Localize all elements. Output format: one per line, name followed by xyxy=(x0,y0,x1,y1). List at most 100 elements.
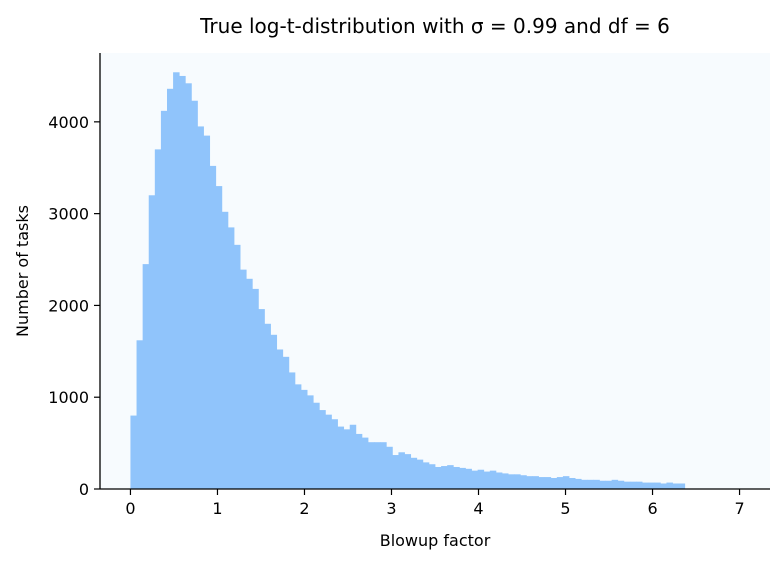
histogram-bar xyxy=(160,110,168,489)
histogram-bar xyxy=(173,72,180,489)
histogram-bar xyxy=(569,477,576,489)
histogram-bar xyxy=(660,483,667,489)
histogram-bar xyxy=(276,349,284,489)
histogram-bar xyxy=(380,442,387,489)
histogram-bar xyxy=(148,195,156,489)
histogram-bar xyxy=(240,269,247,489)
histogram-bar xyxy=(648,482,655,489)
histogram-bar xyxy=(447,465,454,489)
histogram-bar xyxy=(301,389,308,489)
histogram-bar xyxy=(167,88,174,490)
x-ticks-group: 0 1 2 3 4 5 6 7 xyxy=(125,489,745,518)
histogram-bar xyxy=(355,433,363,489)
histogram-bar xyxy=(361,437,369,489)
histogram-bar xyxy=(422,462,430,489)
histogram-bar xyxy=(520,475,527,489)
histogram-bar xyxy=(617,480,625,489)
histogram-bar xyxy=(514,474,521,489)
histogram-bar xyxy=(678,483,686,489)
histogram-bar xyxy=(270,334,278,489)
histogram-bar xyxy=(288,372,296,489)
histogram-bar xyxy=(319,410,326,489)
histogram-bar xyxy=(294,384,302,489)
histogram-bar xyxy=(575,478,582,489)
histogram-bar xyxy=(471,470,479,489)
histogram-bar xyxy=(197,126,204,490)
histogram-bar xyxy=(593,479,600,489)
histogram-bar xyxy=(508,474,515,489)
histogram-bar xyxy=(374,442,381,489)
histogram-bar xyxy=(221,211,229,490)
histogram-bar xyxy=(136,340,144,489)
histogram-bar xyxy=(465,468,472,489)
y-tick-label: 2000 xyxy=(48,296,89,315)
histogram-bar xyxy=(246,278,253,489)
histogram-bar xyxy=(605,480,613,489)
histogram-bar xyxy=(495,472,503,489)
x-tick-label: 4 xyxy=(473,499,483,518)
x-tick-label: 7 xyxy=(734,499,744,518)
y-ticks-group: 0 1000 2000 3000 4000 xyxy=(48,113,100,499)
histogram-bar xyxy=(623,481,631,489)
histogram-bar xyxy=(142,264,150,489)
histogram-bar xyxy=(410,457,418,489)
y-tick-label: 3000 xyxy=(48,205,89,224)
histogram-bar xyxy=(666,482,673,489)
histogram-bar xyxy=(587,479,594,489)
histogram-bar xyxy=(502,473,509,489)
histogram-bar xyxy=(386,446,393,489)
x-tick-label: 0 xyxy=(125,499,135,518)
histogram-bar xyxy=(349,424,357,489)
histogram-bar xyxy=(331,419,338,489)
histogram-bar xyxy=(556,477,564,489)
x-tick-label: 1 xyxy=(212,499,222,518)
histogram-bar xyxy=(672,483,680,489)
histogram-bar xyxy=(307,395,314,489)
histogram-bar xyxy=(581,479,588,489)
x-tick-label: 6 xyxy=(647,499,657,518)
histogram-bar xyxy=(483,471,491,489)
y-tick-label: 4000 xyxy=(48,113,89,132)
y-tick-label: 1000 xyxy=(48,388,89,407)
histogram-bar xyxy=(252,288,259,489)
histogram-bar xyxy=(215,186,223,489)
x-tick-label: 3 xyxy=(386,499,396,518)
x-axis-label: Blowup factor xyxy=(380,531,491,550)
histogram-bar xyxy=(191,100,198,489)
histogram-bar xyxy=(130,415,137,489)
histogram-bar xyxy=(599,480,606,489)
histogram-bar xyxy=(459,467,466,489)
histogram-bar xyxy=(313,402,320,489)
histogram-bar xyxy=(562,476,570,489)
bars-group xyxy=(130,72,686,490)
x-tick-label: 5 xyxy=(560,499,570,518)
y-axis-label: Number of tasks xyxy=(13,205,32,337)
histogram-bar xyxy=(477,469,485,489)
histogram-bar xyxy=(416,459,424,489)
histogram-bar xyxy=(398,452,405,489)
histogram-bar xyxy=(185,83,192,489)
x-tick-label: 2 xyxy=(299,499,309,518)
histogram-bar xyxy=(343,429,351,489)
histogram-bar xyxy=(544,477,552,489)
histogram-bar xyxy=(337,426,345,489)
histogram-bar xyxy=(325,414,332,489)
histogram-bar xyxy=(368,442,375,489)
histogram-bar xyxy=(258,309,265,489)
histogram-bar xyxy=(629,481,637,489)
histogram-bar xyxy=(526,476,533,489)
histogram-bar xyxy=(154,149,162,489)
histogram-bar xyxy=(392,455,399,489)
histogram-bar xyxy=(404,454,412,489)
histogram-bar xyxy=(435,466,442,489)
histogram-bar xyxy=(538,477,546,489)
histogram-bar xyxy=(203,135,211,490)
chart-title: True log-t-distribution with σ = 0.99 an… xyxy=(199,14,670,38)
histogram-bar xyxy=(642,482,649,489)
histogram-bar xyxy=(264,323,271,489)
histogram-bar xyxy=(489,470,497,489)
histogram-bar xyxy=(453,466,460,489)
histogram-bar xyxy=(611,479,619,489)
